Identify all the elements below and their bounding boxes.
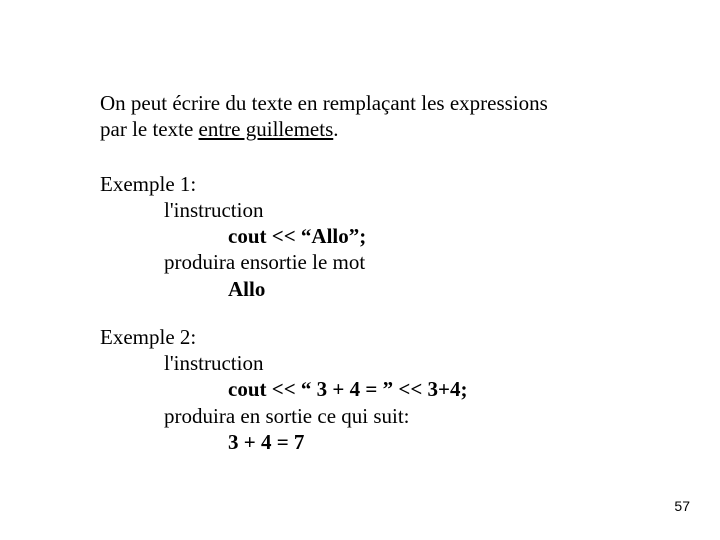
slide-page: On peut écrire du texte en remplaçant le… [0, 0, 720, 540]
example-2-title: Exemple 2: [100, 324, 620, 350]
intro-line1: On peut écrire du texte en remplaçant le… [100, 91, 548, 115]
example-1-line1: l'instruction [100, 197, 620, 223]
example-2-line3: produira en sortie ce qui suit: [100, 403, 620, 429]
example-2-code: cout << “ 3 + 4 = ” << 3+4; [100, 376, 620, 402]
intro-line2-prefix: par le texte [100, 117, 199, 141]
example-1-code: cout << “Allo”; [100, 223, 620, 249]
page-number: 57 [674, 498, 690, 514]
example-1-line3: produira ensortie le mot [100, 249, 620, 275]
example-1: Exemple 1: l'instruction cout << “Allo”;… [100, 171, 620, 302]
example-2: Exemple 2: l'instruction cout << “ 3 + 4… [100, 324, 620, 455]
intro-line2-suffix: . [333, 117, 338, 141]
example-1-output: Allo [100, 276, 620, 302]
example-1-title: Exemple 1: [100, 171, 620, 197]
intro-underlined: entre guillemets [199, 117, 334, 141]
example-2-line1: l'instruction [100, 350, 620, 376]
example-2-output: 3 + 4 = 7 [100, 429, 620, 455]
intro-paragraph: On peut écrire du texte en remplaçant le… [100, 90, 620, 143]
